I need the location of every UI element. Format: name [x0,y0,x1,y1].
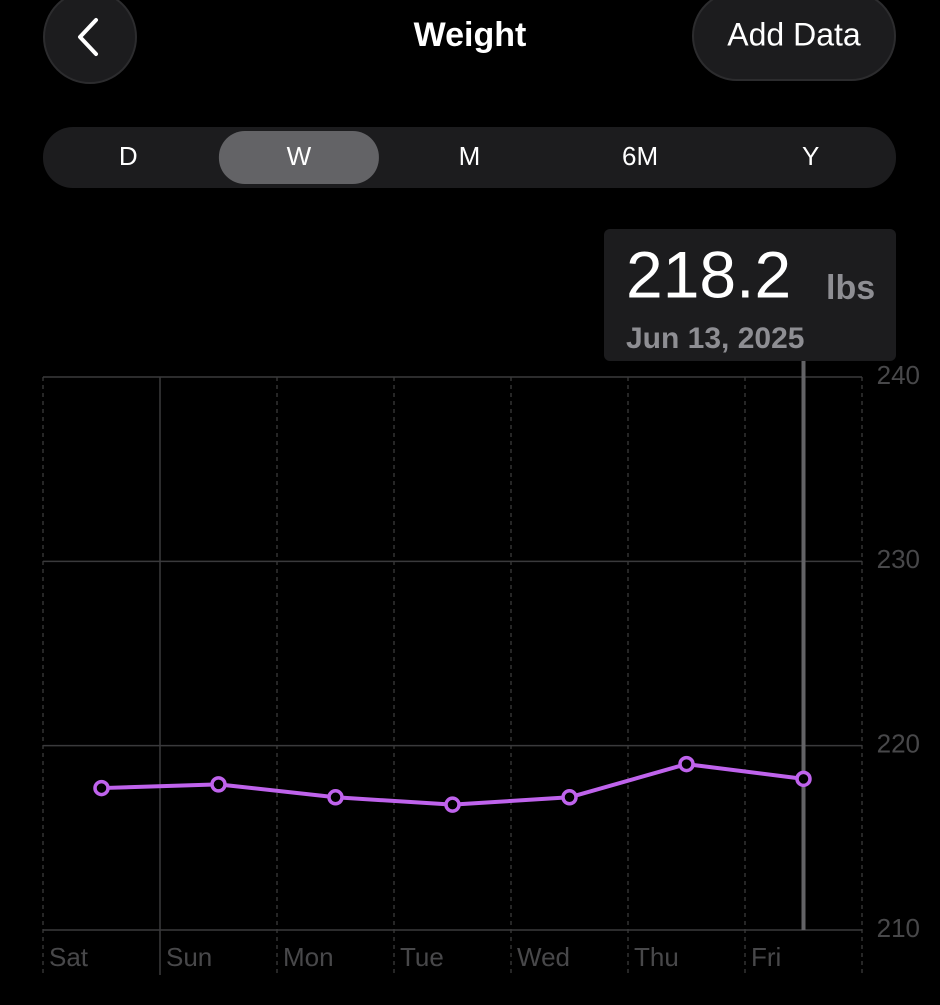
segment-label[interactable]: M [459,141,481,171]
data-point [327,789,344,806]
back-button-bg[interactable] [43,0,137,84]
back-icon[interactable] [78,18,98,56]
data-point [795,770,812,788]
callout-value: 218.2 [626,237,791,311]
segment-label[interactable]: W [287,141,312,171]
data-point [561,789,578,806]
x-tick-label: Thu [634,942,679,972]
x-tick-label: Fri [751,942,781,972]
data-point [444,796,461,813]
y-tick-label: 240 [877,360,920,390]
add-data-label[interactable]: Add Data [727,16,861,52]
x-tick-label: Wed [517,942,570,972]
x-tick-label: Sun [166,942,212,972]
x-tick-label: Tue [400,942,444,972]
callout-unit: lbs [826,269,875,307]
callout [604,229,896,361]
segment-label[interactable]: 6M [622,141,658,171]
data-point [678,755,695,773]
add-data-button[interactable] [692,0,896,81]
y-tick-label: 210 [877,913,920,943]
data-point [210,776,227,793]
y-tick-label: 220 [877,729,920,759]
back-button[interactable] [43,0,137,84]
page-title: Weight [414,16,527,54]
callout-date: Jun 13, 2025 [626,322,804,355]
x-tick-label: Mon [283,942,334,972]
segment-selected[interactable] [218,131,379,184]
y-tick-label: 230 [877,544,920,574]
segment-label[interactable]: D [119,141,138,171]
data-point [93,779,110,797]
x-tick-label: Sat [49,942,89,972]
segment-label[interactable]: Y [802,141,819,171]
